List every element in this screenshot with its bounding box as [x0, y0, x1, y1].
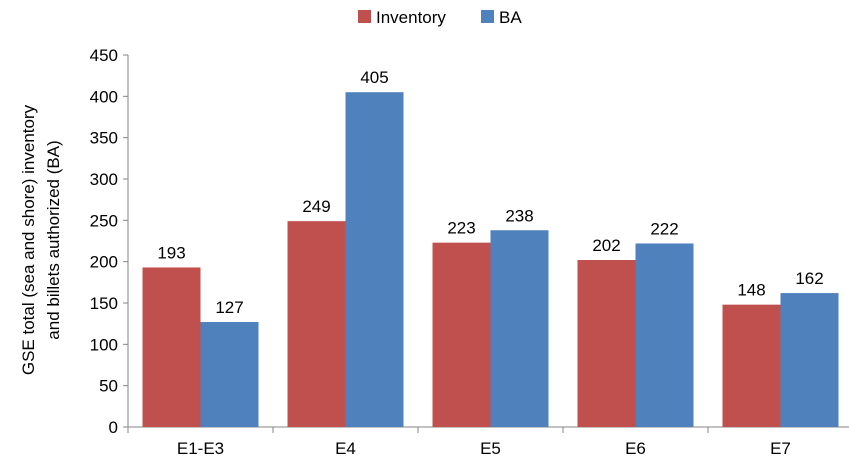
data-label-inventory: 193 — [157, 243, 185, 262]
legend: Inventory BA — [358, 8, 522, 27]
y-tick-label: 400 — [90, 87, 118, 106]
bars — [142, 92, 839, 427]
y-tick-label: 450 — [90, 46, 118, 65]
data-label-ba: 405 — [360, 68, 388, 87]
bar-ba — [345, 92, 404, 427]
bar-inventory — [142, 267, 201, 427]
y-tick-label: 350 — [90, 129, 118, 148]
data-label-inventory: 249 — [302, 197, 330, 216]
y-axis-title-line-1: GSE total (sea and shore) inventory — [19, 104, 38, 375]
y-tick-label: 50 — [99, 377, 118, 396]
data-label-ba: 127 — [215, 298, 243, 317]
data-label-inventory: 148 — [737, 281, 765, 300]
legend-label-ba: BA — [499, 8, 522, 27]
data-label-ba: 238 — [505, 206, 533, 225]
y-tick-label: 0 — [109, 418, 118, 437]
y-tick-label: 200 — [90, 253, 118, 272]
data-labels: 193 127 249 405 223 238 202 222 148 162 — [157, 68, 823, 317]
x-tick-label: E1-E3 — [177, 439, 224, 458]
bar-ba — [200, 322, 259, 427]
bar-inventory — [577, 260, 636, 427]
x-tick-label: E5 — [480, 439, 501, 458]
x-axis: E1-E3 E4 E5 E6 E7 — [127, 426, 849, 458]
legend-swatch-inventory — [358, 10, 371, 23]
y-axis-title-line-2: and billets authorized (BA) — [44, 140, 63, 339]
y-tick-label: 300 — [90, 170, 118, 189]
y-axis-title: GSE total (sea and shore) inventory and … — [19, 104, 63, 375]
y-axis: 0 50 100 150 200 250 300 350 400 450 — [90, 46, 129, 437]
data-label-ba: 222 — [650, 219, 678, 238]
y-tick-label: 100 — [90, 335, 118, 354]
x-tick-label: E7 — [770, 439, 791, 458]
bar-ba — [635, 243, 694, 427]
x-tick-label: E4 — [335, 439, 356, 458]
data-label-inventory: 202 — [592, 236, 620, 255]
y-tick-label: 150 — [90, 294, 118, 313]
y-tick-label: 250 — [90, 211, 118, 230]
x-tick-label: E6 — [625, 439, 646, 458]
legend-label-inventory: Inventory — [376, 8, 446, 27]
data-label-ba: 162 — [795, 269, 823, 288]
bar-ba — [780, 293, 839, 427]
data-label-inventory: 223 — [447, 219, 475, 238]
bar-ba — [490, 230, 549, 427]
legend-swatch-ba — [481, 10, 494, 23]
bar-inventory — [287, 221, 346, 427]
bar-inventory — [432, 242, 491, 427]
bar-inventory — [722, 304, 781, 427]
